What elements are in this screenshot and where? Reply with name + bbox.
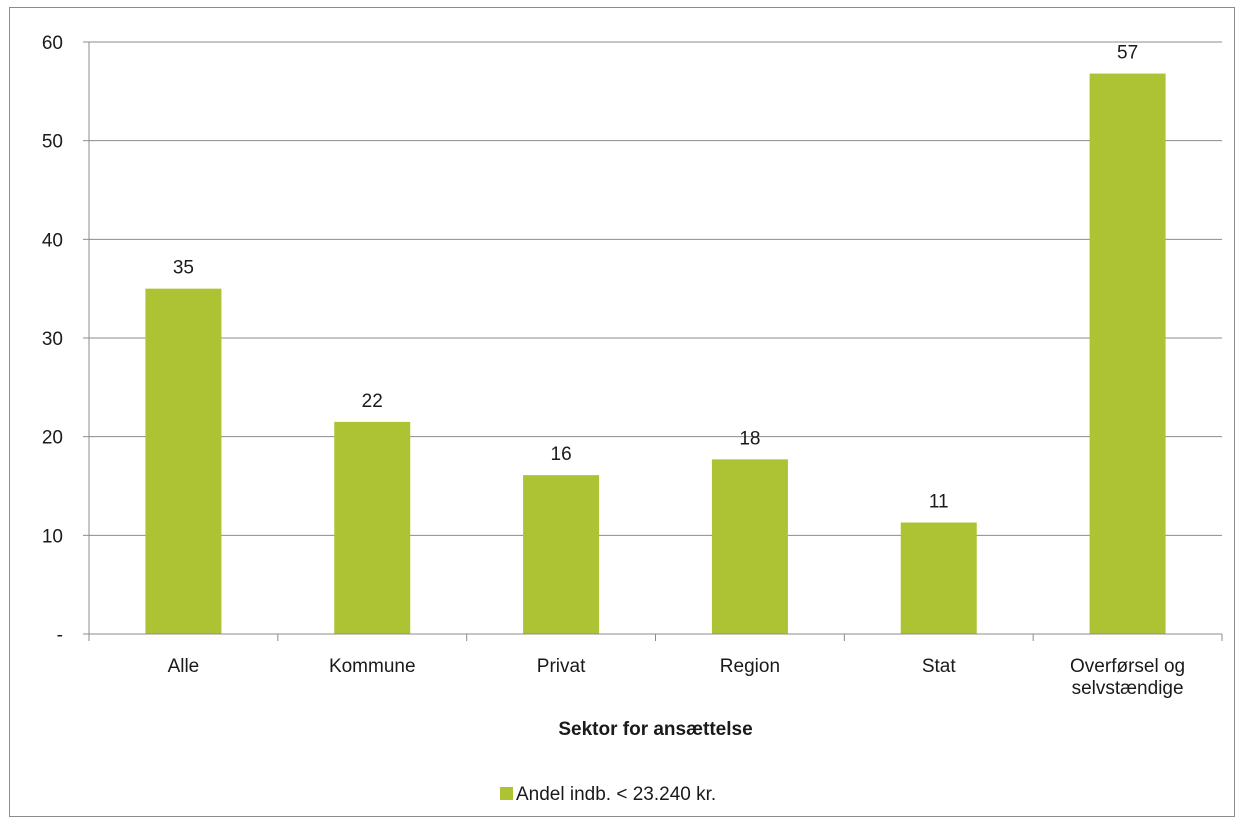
bar — [1089, 73, 1166, 634]
y-tick-label: 20 — [42, 428, 63, 449]
legend-swatch — [500, 787, 513, 800]
data-label: 11 — [929, 492, 949, 513]
x-tick-label-line: Kommune — [329, 656, 416, 677]
legend-label: Andel indb. < 23.240 kr. — [516, 784, 716, 805]
data-label: 22 — [362, 391, 383, 412]
bar — [334, 421, 411, 634]
legend: Andel indb. < 23.240 kr. — [500, 784, 716, 805]
data-label: 57 — [1117, 43, 1138, 64]
x-tick-label-line: Alle — [168, 656, 200, 677]
data-label: 35 — [173, 258, 194, 279]
x-tick-label: Region — [720, 656, 780, 677]
y-tick-label: 40 — [42, 230, 63, 251]
bar — [145, 288, 222, 634]
bar — [711, 459, 788, 634]
x-tick-label-line: selvstændige — [1072, 678, 1184, 699]
bar — [523, 475, 600, 634]
x-tick-label-line: Privat — [537, 656, 586, 677]
bar — [900, 522, 977, 634]
y-tick-label: 30 — [42, 329, 63, 350]
x-axis-title: Sektor for ansættelse — [558, 719, 752, 740]
bars — [145, 73, 1166, 634]
x-tick-label: Alle — [168, 656, 200, 677]
x-tick-label: Overførsel og selvstændige — [1070, 656, 1185, 699]
x-tick-label: Privat — [537, 656, 586, 677]
labels: - 10 20 30 40 50 60 35 Alle 22 Kommune 16 Privat 18 Re… — [42, 33, 1185, 699]
axes — [83, 41, 1223, 641]
x-tick-label: Kommune — [329, 656, 416, 677]
x-tick-label-line: Region — [720, 656, 780, 677]
x-tick-label-line: Stat — [922, 656, 957, 677]
data-label: 18 — [739, 428, 760, 449]
y-tick-label: 10 — [42, 526, 63, 547]
x-tick-label-line: Overførsel og — [1070, 656, 1185, 677]
x-tick-label: Stat — [922, 656, 957, 677]
gridlines — [89, 41, 1222, 536]
y-tick-label: 50 — [42, 132, 63, 153]
data-label: 16 — [551, 444, 572, 465]
y-tick-label: 60 — [42, 33, 63, 54]
y-tick-label: - — [57, 625, 63, 646]
